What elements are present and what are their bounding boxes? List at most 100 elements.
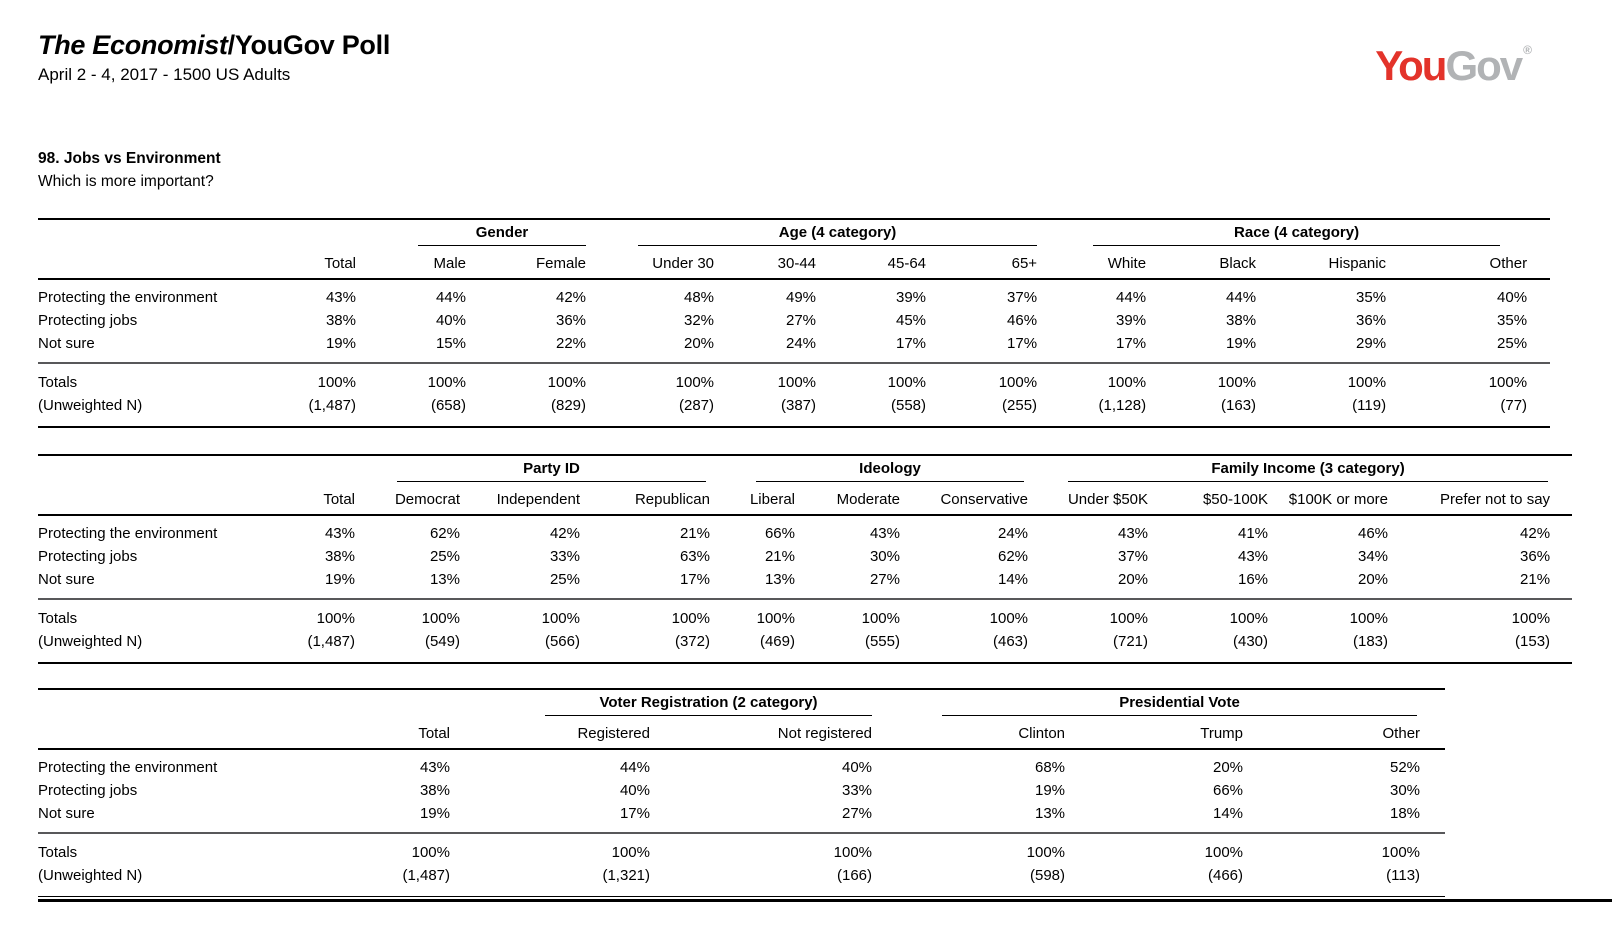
value-cell: 36% [1520, 548, 1551, 566]
value-cell: 32% [683, 312, 715, 330]
row-label-header [38, 716, 270, 751]
totals-label: Totals [38, 374, 78, 392]
table-row: Not sure 19% 13% 25% 17% 13% 27% 14% 20% 16% 20% 21… [38, 568, 1573, 601]
column-header: Hispanic [1256, 246, 1387, 281]
value-cell: 19% [270, 802, 450, 835]
totals-cell: 100% [1217, 374, 1257, 392]
value-cell: 15% [356, 332, 466, 365]
crosstab-table-registration-presvote: Voter Registration (2 category) President… [38, 688, 1446, 898]
crosstab-table-gender-age-race: Gender Age (4 category) Race (4 category) T… [38, 218, 1551, 429]
column-header: Other [1386, 246, 1551, 281]
totals-label: Totals [38, 610, 78, 628]
unweighted-cell: (166) [836, 867, 873, 885]
value-cell: 37% [1007, 289, 1038, 307]
unweighted-cell: (255) [1002, 397, 1038, 415]
value-cell: 14% [900, 568, 1029, 601]
value-cell: 17% [580, 568, 710, 601]
group-header: Ideology [710, 455, 1028, 483]
column-header: White [1037, 246, 1147, 281]
totals-cell: 100% [861, 610, 900, 628]
logo-gov: Gov [1445, 42, 1523, 89]
row-label: Not sure [38, 332, 270, 365]
totals-cell: 100% [427, 374, 466, 392]
value-cell: 21% [1388, 568, 1573, 601]
value-cell: 40% [1497, 289, 1528, 307]
doc-header: The Economist/YouGov Poll April 2 - 4, 2… [0, 0, 1612, 85]
registered-mark-icon: ® [1523, 43, 1532, 57]
question-block: 98. Jobs vs Environment Which is more im… [38, 147, 1612, 193]
row-label: Protecting the environment [38, 289, 218, 307]
value-cell: 38% [1226, 312, 1257, 330]
value-cell: 18% [1243, 802, 1446, 835]
group-header-label: Presidential Vote [942, 694, 1418, 717]
column-header-row: Total Male Female Under 30 30-44 45-64 65+ Whit… [38, 246, 1551, 281]
group-header: Presidential Vote [872, 689, 1445, 717]
totals-cell: 100% [671, 610, 710, 628]
totals-cell: 100% [547, 374, 587, 392]
value-cell: 13% [710, 568, 795, 601]
value-cell: 24% [714, 332, 817, 365]
group-header-label: Family Income (3 category) [1068, 460, 1549, 483]
value-cell: 46% [1357, 525, 1389, 543]
table-row: Protecting jobs 38% 25% 33% 63% 21% 30% 62% 37% 4… [38, 545, 1572, 568]
crosstab-party-ideology-income: Party ID Ideology Family Income (3 categor… [38, 454, 1612, 665]
value-cell: 43% [324, 525, 355, 543]
value-cell: 27% [650, 802, 873, 835]
row-label: Protecting jobs [38, 782, 138, 800]
value-cell: 22% [466, 332, 587, 365]
value-cell: 42% [549, 525, 580, 543]
value-cell: 30% [1390, 782, 1421, 800]
totals-cell: 100% [1109, 610, 1149, 628]
value-cell: 43% [1117, 525, 1149, 543]
value-cell: 19% [270, 568, 355, 601]
unweighted-n-row: (Unweighted N) (1,487) (549) (566) (372) (469… [38, 630, 1572, 663]
group-header-label: Ideology [756, 460, 1025, 483]
totals-cell: 100% [1349, 610, 1389, 628]
yougov-logo: YouGov ® [1375, 44, 1532, 87]
value-cell: 68% [1034, 759, 1066, 777]
value-cell: 27% [785, 312, 817, 330]
group-spacer [270, 689, 450, 716]
value-cell: 43% [419, 759, 450, 777]
unweighted-n-row: (Unweighted N) (1,487) (1,321) (166) (598) (4… [38, 864, 1445, 897]
group-header-row: Gender Age (4 category) Race (4 category) [38, 219, 1550, 247]
value-cell: 29% [1256, 332, 1387, 365]
value-cell: 17% [450, 802, 650, 835]
value-cell: 17% [1037, 332, 1147, 365]
row-label: Not sure [38, 568, 270, 601]
unweighted-cell: (163) [1221, 397, 1257, 415]
totals-cell: 100% [541, 610, 580, 628]
value-cell: 36% [555, 312, 587, 330]
totals-label: Totals [38, 844, 78, 862]
value-cell: 43% [1237, 548, 1269, 566]
value-cell: 19% [270, 332, 356, 365]
column-header-row: Total Registered Not registered Clinton Trum… [38, 716, 1446, 751]
column-header: Clinton [872, 716, 1066, 751]
totals-cell: 100% [1107, 374, 1147, 392]
unweighted-cell: (153) [1515, 633, 1551, 651]
unweighted-cell: (372) [674, 633, 710, 651]
column-header: Male [356, 246, 466, 281]
crosstab-gender-age-race: Gender Age (4 category) Race (4 category) T… [38, 218, 1612, 429]
row-label: Protecting jobs [38, 548, 138, 566]
value-cell: 66% [1212, 782, 1244, 800]
column-header: Republican [580, 482, 710, 517]
value-cell: 17% [926, 332, 1038, 365]
value-cell: 62% [429, 525, 460, 543]
group-header-label: Party ID [397, 460, 706, 483]
totals-cell: 100% [1204, 844, 1244, 862]
column-header: Total [270, 246, 356, 281]
column-header: Female [466, 246, 587, 281]
value-cell: 43% [869, 525, 900, 543]
group-header: Party ID [355, 455, 710, 483]
value-cell: 40% [619, 782, 650, 800]
group-spacer [270, 219, 356, 246]
group-spacer [38, 689, 270, 716]
column-header: Total [270, 716, 450, 751]
row-label-header [38, 482, 270, 517]
unweighted-cell: (183) [1352, 633, 1389, 651]
value-cell: 33% [841, 782, 873, 800]
unweighted-cell: (77) [1500, 397, 1528, 415]
column-header: Under 30 [586, 246, 715, 281]
unweighted-cell: (387) [780, 397, 817, 415]
